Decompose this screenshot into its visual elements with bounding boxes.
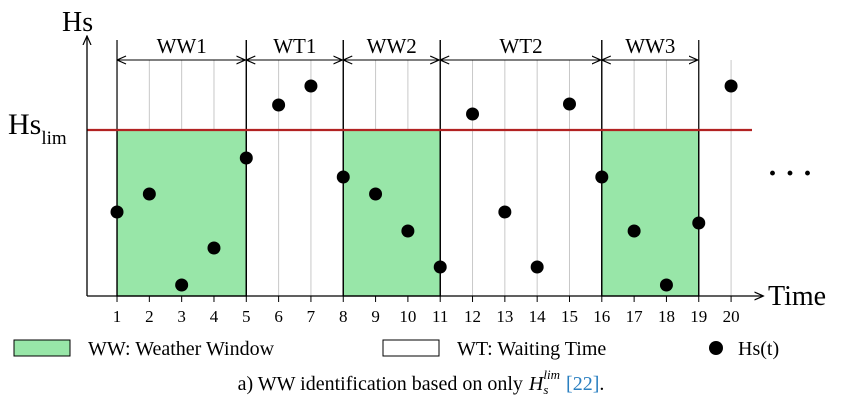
data-point bbox=[401, 224, 415, 238]
x-tick-label: 18 bbox=[658, 307, 675, 326]
caption: a) WW identification based on only Hslim [… bbox=[238, 367, 605, 397]
x-tick-label: 14 bbox=[529, 307, 547, 326]
window-label: WT1 bbox=[273, 34, 316, 58]
data-point bbox=[498, 205, 512, 219]
caption-text: a) WW identification based on only bbox=[238, 373, 523, 395]
x-tick-label: 16 bbox=[593, 307, 610, 326]
x-tick-label: 8 bbox=[339, 307, 348, 326]
caption-symbol: H bbox=[528, 373, 545, 395]
x-tick-label: 19 bbox=[690, 307, 707, 326]
window-label: WW3 bbox=[625, 34, 675, 58]
caption-sup: lim bbox=[543, 367, 560, 382]
data-point bbox=[110, 205, 124, 219]
caption-end: . bbox=[599, 373, 604, 395]
x-tick-label: 13 bbox=[496, 307, 513, 326]
x-tick-label: 15 bbox=[561, 307, 578, 326]
x-tick-label: 4 bbox=[210, 307, 219, 326]
x-tick-label: 5 bbox=[242, 307, 251, 326]
legend-label: Hs(t) bbox=[738, 338, 779, 360]
window-label: WT2 bbox=[499, 34, 542, 58]
x-tick-label: 9 bbox=[371, 307, 380, 326]
x-tick-label: 1 bbox=[113, 307, 122, 326]
data-point bbox=[562, 97, 576, 111]
x-axis-label: Time bbox=[768, 281, 826, 312]
data-point bbox=[595, 170, 609, 184]
window-label: WW1 bbox=[157, 34, 207, 58]
x-tick-label: 6 bbox=[274, 307, 283, 326]
data-point bbox=[207, 241, 221, 255]
data-point bbox=[272, 98, 286, 112]
caption-ref[interactable]: [22] bbox=[566, 373, 599, 395]
data-point bbox=[239, 151, 253, 165]
x-tick-label: 2 bbox=[145, 307, 154, 326]
data-point bbox=[692, 216, 706, 230]
x-tick-label: 20 bbox=[723, 307, 740, 326]
ellipsis: · · · bbox=[767, 157, 812, 190]
data-point bbox=[336, 170, 350, 184]
legend-swatch bbox=[13, 339, 71, 357]
window-label: WW2 bbox=[367, 34, 417, 58]
threshold-label-sub: lim bbox=[41, 128, 67, 149]
data-point bbox=[530, 260, 544, 274]
legend-label: WT: Waiting Time bbox=[457, 338, 606, 360]
threshold-label-main: Hs bbox=[8, 108, 41, 141]
weather-window bbox=[116, 129, 247, 297]
weather-window bbox=[342, 129, 441, 297]
data-point bbox=[466, 107, 480, 121]
threshold-label: Hslim bbox=[8, 108, 67, 149]
legend-label: WW: Weather Window bbox=[88, 338, 275, 360]
caption-sub: s bbox=[543, 382, 548, 397]
legend-swatch bbox=[382, 339, 440, 357]
x-tick-label: 12 bbox=[464, 307, 481, 326]
data-point bbox=[142, 187, 156, 201]
x-tick-label: 17 bbox=[626, 307, 644, 326]
x-tick-label: 11 bbox=[432, 307, 448, 326]
data-point bbox=[369, 187, 383, 201]
data-point bbox=[433, 260, 447, 274]
x-tick-label: 7 bbox=[307, 307, 316, 326]
legend-swatch bbox=[709, 341, 723, 355]
data-point bbox=[304, 79, 318, 93]
data-point bbox=[659, 278, 673, 292]
data-point bbox=[627, 224, 641, 238]
data-point bbox=[724, 79, 738, 93]
y-axis-label: Hs bbox=[62, 7, 93, 38]
x-tick-label: 10 bbox=[399, 307, 416, 326]
data-point bbox=[175, 278, 189, 292]
x-tick-label: 3 bbox=[177, 307, 186, 326]
weather-window bbox=[601, 129, 700, 297]
